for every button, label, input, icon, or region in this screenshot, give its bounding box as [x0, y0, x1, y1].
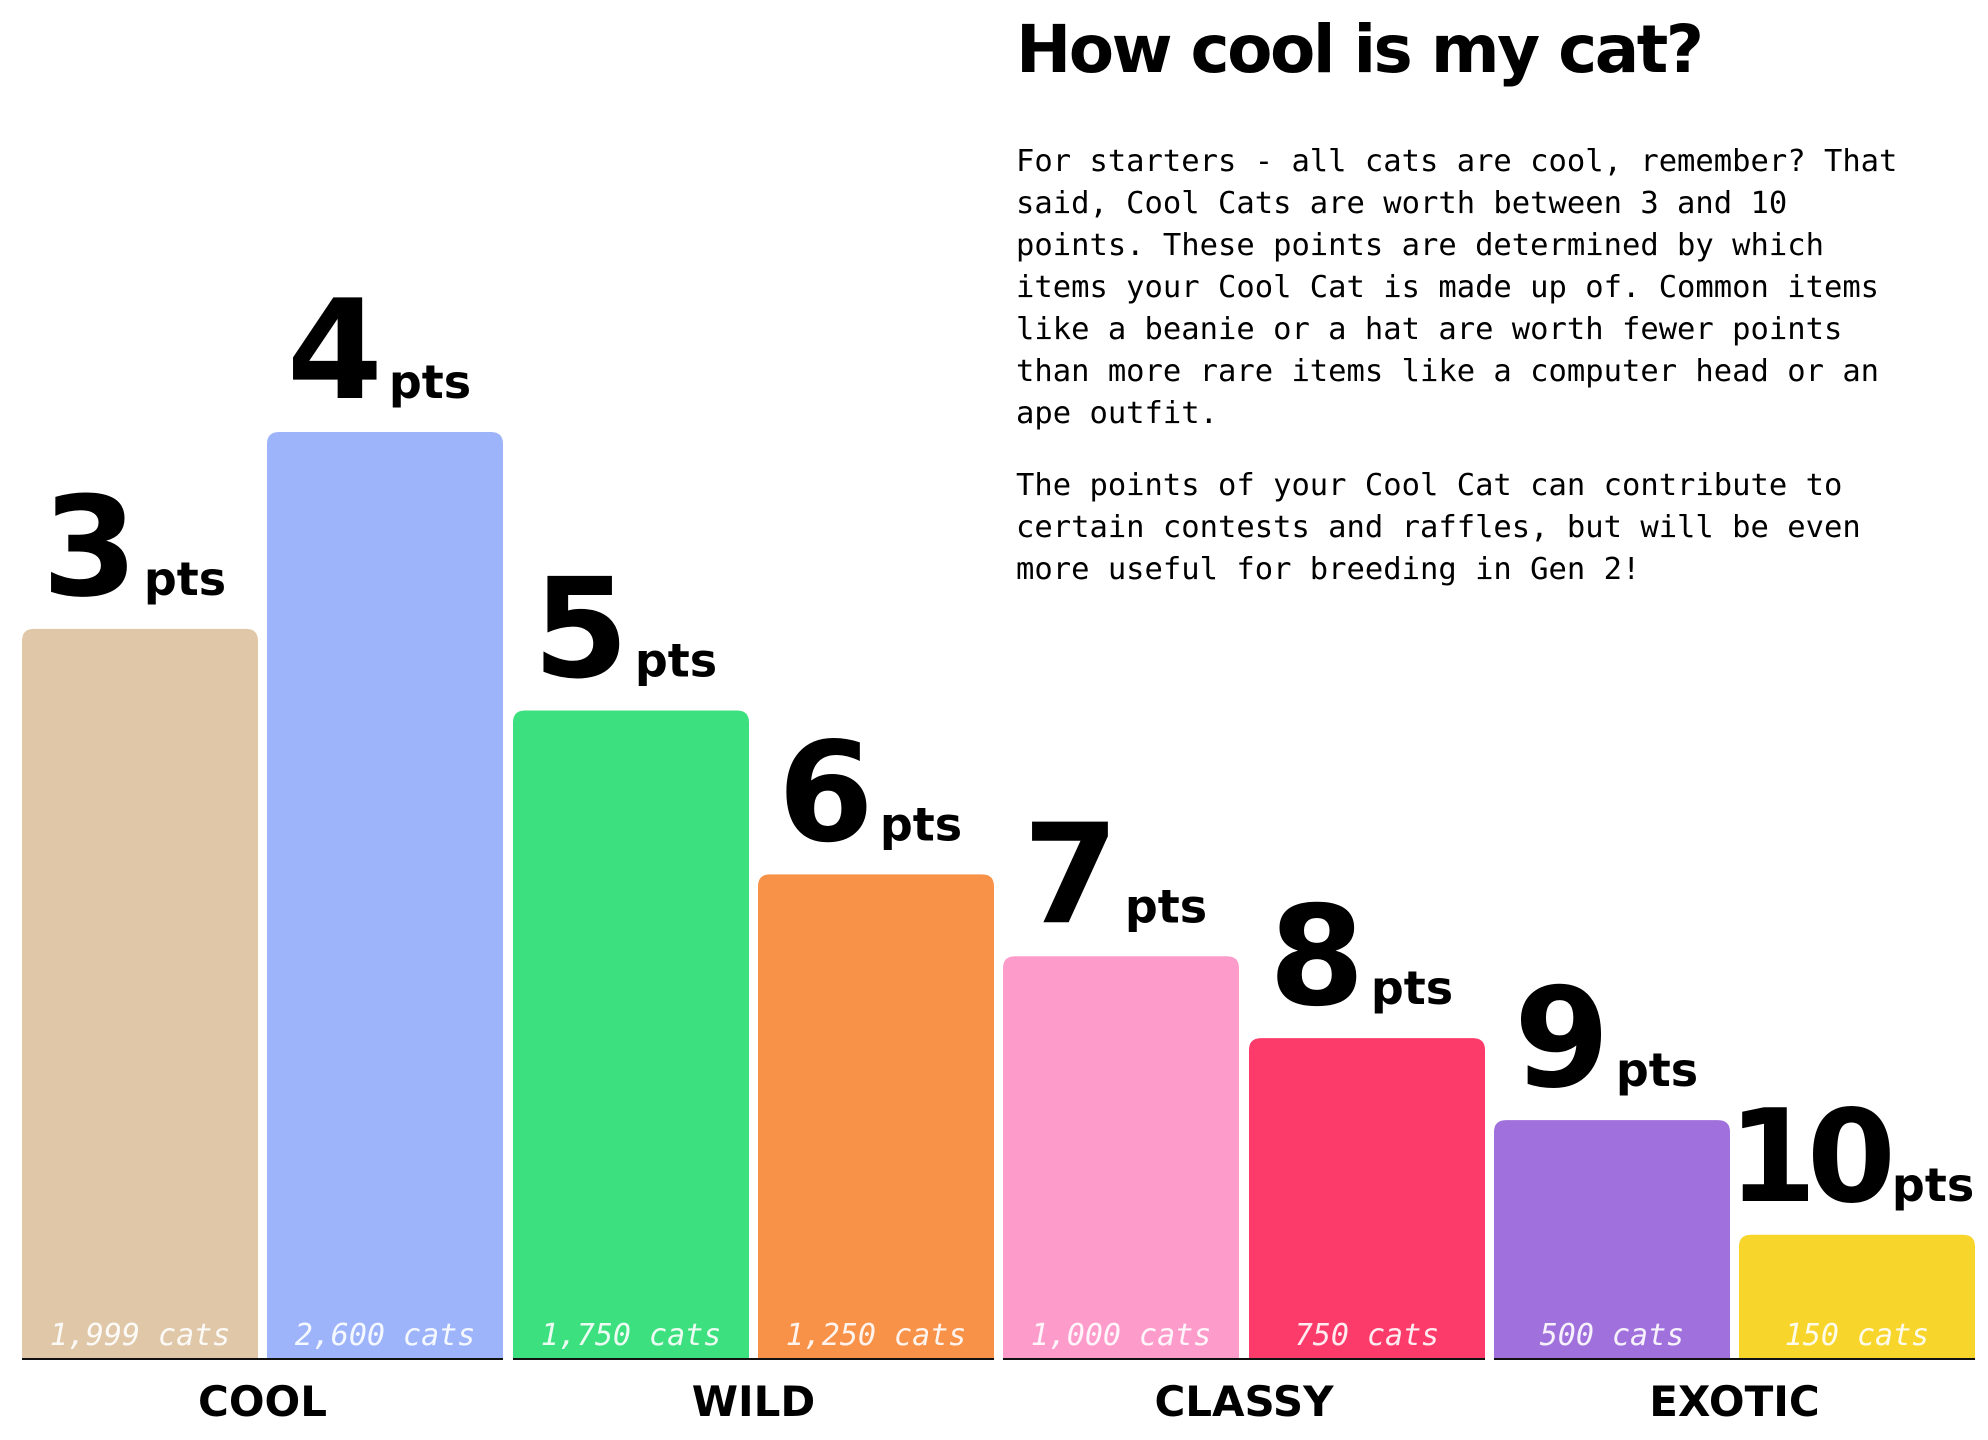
points-label: 10 pts [1728, 1083, 1974, 1232]
points-value: 3 [42, 467, 138, 628]
points-value: 6 [778, 712, 874, 873]
points-unit: pts [1371, 961, 1453, 1015]
points-value: 9 [1514, 958, 1610, 1119]
group-label-exotic: EXOTIC [1649, 1377, 1819, 1426]
points-value: 8 [1269, 876, 1365, 1037]
cats-count-label: 1,000 cats [1031, 1318, 1212, 1353]
points-label: 5 pts [533, 549, 717, 710]
bar-9-pts [1494, 1120, 1730, 1358]
bar-8-pts [1249, 1038, 1485, 1358]
group-label-wild: WILD [692, 1377, 816, 1426]
points-label: 9 pts [1514, 958, 1698, 1119]
points-label: 4 pts [287, 270, 471, 431]
description-paragraph-1: For starters - all cats are cool, rememb… [1016, 144, 1898, 432]
points-value: 10 [1728, 1083, 1890, 1232]
cats-count-label: 500 cats [1540, 1318, 1685, 1353]
group-label-cool: COOL [198, 1377, 327, 1426]
cats-count-label: 750 cats [1295, 1318, 1440, 1353]
bar-10-pts [1739, 1234, 1975, 1358]
points-label: 3 pts [42, 467, 226, 628]
points-unit: pts [1892, 1158, 1974, 1212]
cats-count-label: 1,250 cats [786, 1318, 967, 1353]
cats-count-label: 150 cats [1785, 1318, 1930, 1353]
points-label: 7 pts [1023, 794, 1207, 955]
points-value: 4 [287, 270, 383, 431]
info-panel: How cool is my cat? For starters - all c… [1016, 10, 1976, 591]
points-label: 8 pts [1269, 876, 1453, 1037]
cats-count-label: 2,600 cats [295, 1318, 476, 1353]
points-unit: pts [1616, 1043, 1698, 1097]
group-label-classy: CLASSY [1154, 1377, 1334, 1426]
points-value: 5 [533, 549, 629, 710]
cats-count-label: 1,999 cats [50, 1318, 231, 1353]
points-unit: pts [635, 634, 717, 688]
bar-6-pts [758, 874, 994, 1358]
bar-3-pts [22, 628, 258, 1358]
points-unit: pts [144, 552, 226, 606]
points-unit: pts [389, 355, 471, 409]
description-paragraph-2: The points of your Cool Cat can contribu… [1016, 468, 1861, 588]
bar-4-pts [267, 432, 503, 1358]
points-value: 7 [1023, 794, 1119, 955]
points-unit: pts [880, 797, 962, 851]
chart-title: How cool is my cat? [1016, 11, 1704, 88]
points-label: 6 pts [778, 712, 962, 873]
cats-count-label: 1,750 cats [541, 1318, 722, 1353]
bar-5-pts [513, 710, 749, 1358]
points-unit: pts [1125, 879, 1207, 933]
bar-7-pts [1003, 956, 1239, 1358]
